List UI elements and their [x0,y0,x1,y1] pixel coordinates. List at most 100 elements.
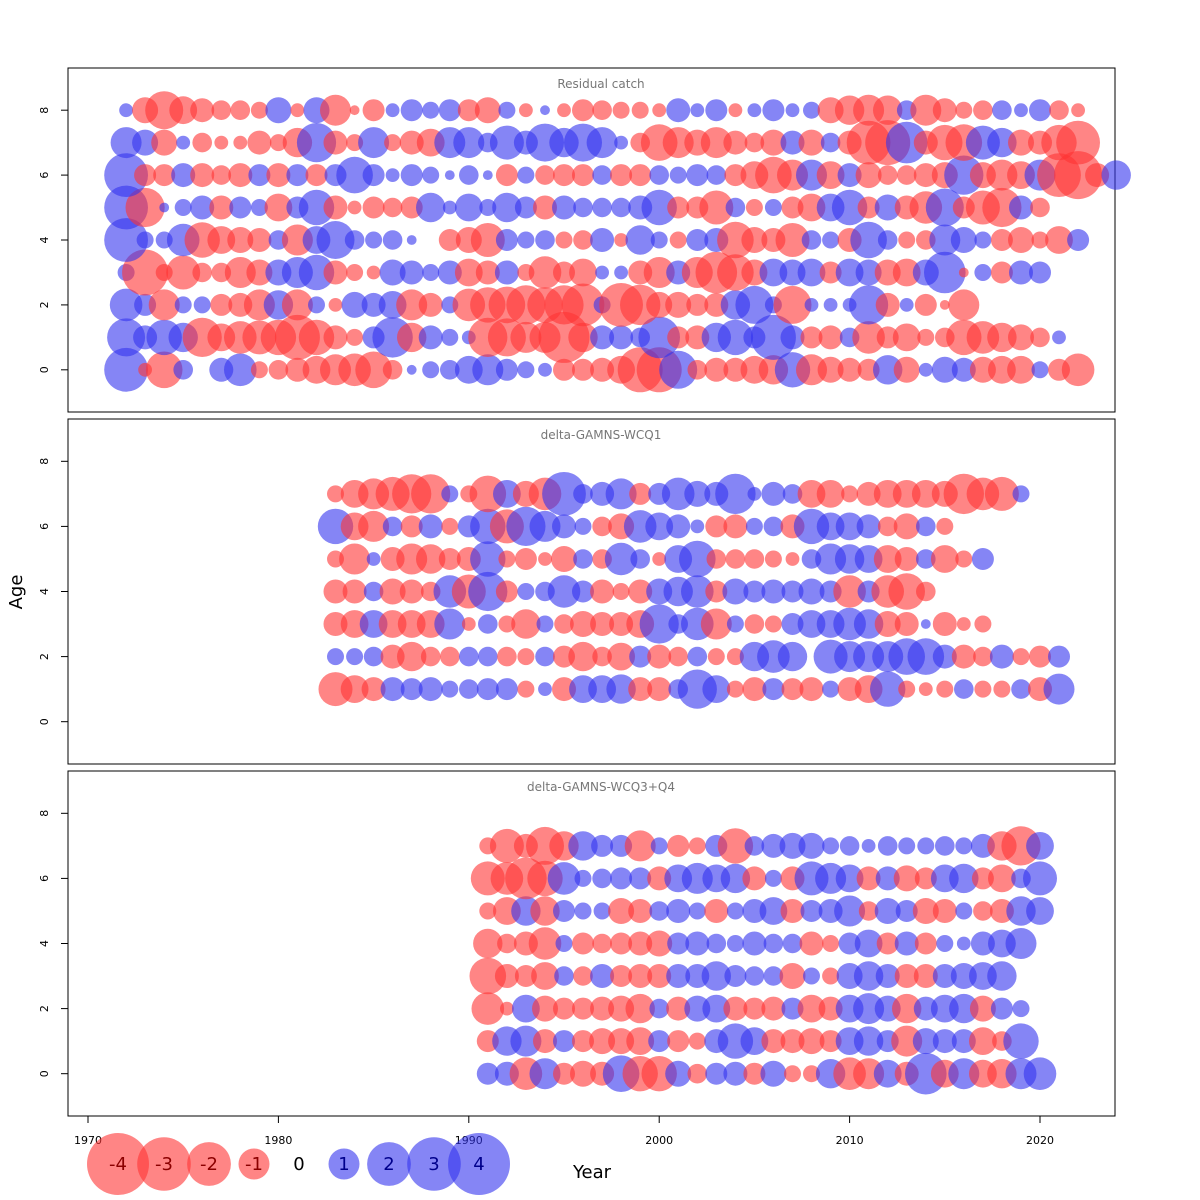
residual-bubble [495,580,518,603]
x-tick-label: 2000 [645,1134,673,1147]
residual-bubble [572,1030,594,1053]
residual-bubble [438,548,461,570]
residual-bubble [592,933,612,954]
residual-bubble [773,285,812,324]
residual-bubble [948,289,980,321]
residual-bubble [856,481,881,506]
residual-bubble [1026,832,1054,860]
residual-bubble [1030,197,1050,218]
residual-bubble [764,550,782,568]
residual-bubble [349,105,360,116]
residual-bubble [612,583,630,600]
residual-bubble [818,996,843,1021]
residual-bubble [819,261,842,284]
residual-bubble [1026,897,1054,925]
residual-bubble [308,296,325,314]
legend-label: 3 [428,1154,439,1175]
residual-bubble [1023,1057,1057,1090]
residual-bubble [725,197,746,218]
residual-bubble [533,195,557,220]
residual-bubble [665,291,692,318]
residual-bubble [949,993,979,1024]
residual-bubble [148,289,180,321]
residual-bubble [781,678,804,701]
residual-bubble [323,612,348,636]
residual-bubble [630,549,650,569]
residual-bubble [742,866,767,891]
residual-bubble [610,867,633,890]
residual-bubble [704,899,729,923]
residual-bubble [852,321,885,354]
residual-bubble [265,97,292,124]
residual-bubble [646,291,673,318]
residual-bubble [590,579,615,604]
residual-bubble [822,231,840,249]
residual-bubble [669,166,687,184]
residual-bubble [932,612,957,636]
residual-bubble [684,480,711,507]
residual-bubble [628,579,653,604]
residual-bubble [224,257,256,288]
residual-bubble [951,357,976,382]
residual-bubble [936,935,954,952]
residual-bubble [553,1062,575,1085]
residual-bubble [936,680,954,698]
residual-bubble [247,130,272,155]
residual-bubble [647,964,672,988]
residual-bubble [629,164,652,187]
residual-bubble [742,677,767,702]
legend-label: 0 [293,1154,304,1175]
legend-label: 1 [338,1154,349,1175]
residual-bubble [800,900,823,922]
residual-bubble [268,360,289,380]
residual-bubble [1043,673,1075,705]
residual-bubble [717,828,754,864]
residual-bubble [726,902,744,920]
residual-bubble [323,325,348,350]
residual-bubble [478,614,498,634]
residual-bubble [717,221,754,259]
residual-bubble [723,1061,748,1086]
residual-bubble [984,476,1019,511]
residual-bubble [834,895,866,927]
residual-bubble [207,226,236,254]
residual-bubble [536,615,554,633]
residual-bubble [482,170,493,181]
residual-bubble [361,677,386,702]
residual-bubble [893,865,920,892]
residual-bubble [918,362,933,377]
legend-bubble [367,1142,411,1186]
residual-bubble [969,356,996,383]
residual-bubble [572,580,594,603]
residual-bubble [745,517,763,535]
residual-bubble [379,578,406,605]
residual-bubble [454,258,483,287]
x-axis-title: Year [572,1162,612,1183]
residual-bubble [358,510,390,542]
residual-bubble [592,197,612,218]
residual-bubble [592,516,612,537]
residual-bubble [892,993,922,1024]
residual-bubble [573,230,593,250]
residual-bubble [679,540,716,578]
residual-bubble [529,1058,561,1090]
residual-bubble [107,318,146,357]
residual-bubble [497,646,517,667]
residual-bubble [762,678,785,701]
residual-bubble [747,487,762,501]
residual-bubble [211,100,232,120]
residual-bubble [706,933,727,954]
residual-bubble [609,325,634,350]
residual-bubble [385,168,400,183]
residual-bubble [892,323,921,352]
residual-bubble [1049,100,1069,120]
residual-bubble [355,351,392,389]
residual-bubble [422,361,440,379]
residual-bubble [570,1060,596,1087]
residual-bubble [530,896,560,926]
residual-bubble [781,997,804,1020]
residual-bubble [400,99,423,122]
residual-bubble [911,480,940,508]
legend-label: -3 [155,1154,173,1175]
residual-bubble [1003,1023,1039,1059]
